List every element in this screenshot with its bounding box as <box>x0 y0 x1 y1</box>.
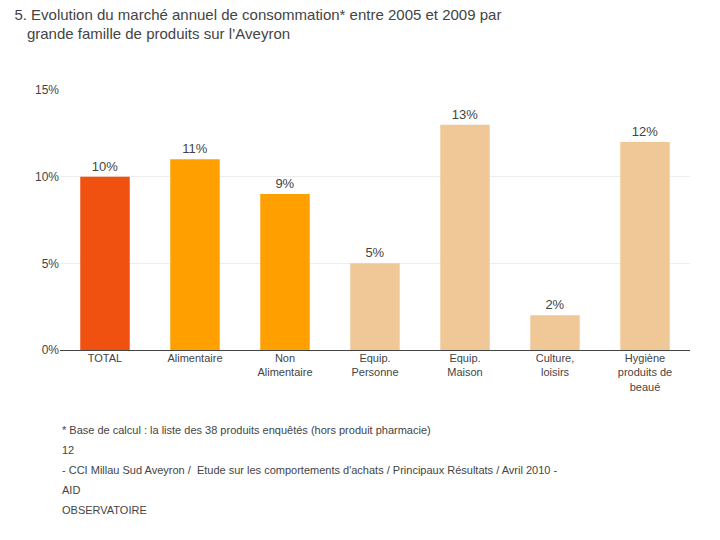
svg-text:2%: 2% <box>545 297 564 312</box>
svg-text:TOTAL: TOTAL <box>88 352 122 364</box>
svg-text:15%: 15% <box>35 83 59 97</box>
svg-text:0%: 0% <box>42 343 60 357</box>
svg-text:12%: 12% <box>632 124 658 139</box>
svg-text:NonAlimentaire: NonAlimentaire <box>257 352 312 378</box>
svg-text:5%: 5% <box>42 257 60 271</box>
svg-text:Alimentaire: Alimentaire <box>167 352 222 364</box>
svg-text:OBSERVATOIRE: OBSERVATOIRE <box>62 504 147 516</box>
svg-text:- CCI Millau Sud Aveyron / Et: - CCI Millau Sud Aveyron / Etude sur les… <box>62 464 557 476</box>
svg-text:Hygièneproduits debeaué: Hygièneproduits debeaué <box>618 352 672 393</box>
svg-text:Culture,loisirs: Culture,loisirs <box>536 352 575 378</box>
svg-text:AID: AID <box>62 484 80 496</box>
svg-text:11%: 11% <box>182 141 207 156</box>
svg-text:12: 12 <box>62 444 74 456</box>
svg-text:Equip.Personne: Equip.Personne <box>351 352 398 378</box>
svg-text:10%: 10% <box>35 170 59 184</box>
svg-text:9%: 9% <box>275 176 294 191</box>
svg-text:13%: 13% <box>452 107 478 122</box>
svg-text:* Base de calcul : la liste de: * Base de calcul : la liste des 38 produ… <box>62 424 431 436</box>
svg-text:5. Evolution du marché annuel: 5. Evolution du marché annuel de consomm… <box>14 6 501 43</box>
svg-text:Equip.Maison: Equip.Maison <box>447 352 482 378</box>
svg-text:10%: 10% <box>92 159 118 174</box>
svg-text:5%: 5% <box>365 245 384 260</box>
